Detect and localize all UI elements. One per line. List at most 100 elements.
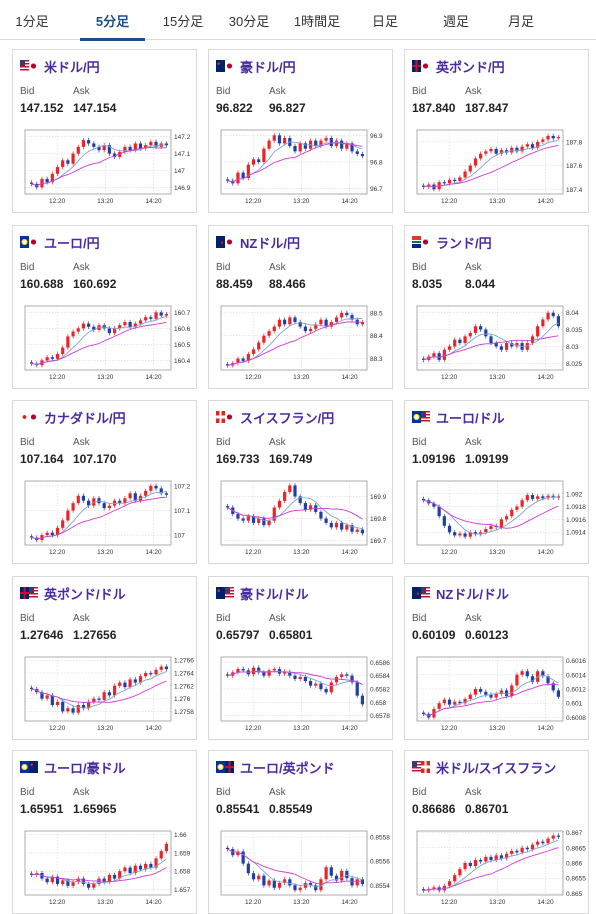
rate-card[interactable]: ユーロ/英ポンド Bid 0.85541 Ask 0.85549 0.8558 0.8556… bbox=[208, 750, 393, 914]
rate-card[interactable]: 豪ドル/ドル Bid 0.65797 Ask 0.65801 0.6586 0.6584 0.… bbox=[208, 576, 393, 740]
pair-name[interactable]: 豪ドル/円 bbox=[240, 59, 296, 75]
tab-月足[interactable]: 月足 bbox=[507, 14, 534, 29]
candle-body bbox=[314, 885, 318, 891]
candle-body bbox=[277, 882, 282, 888]
chart-svg: 96.9 96.8 96.7 12:20 13:20 14:20 bbox=[220, 129, 383, 205]
candle-body bbox=[246, 516, 250, 521]
y-tick-label: 0.6578 bbox=[370, 713, 390, 720]
candle-body bbox=[107, 505, 111, 509]
bid-label: Bid bbox=[20, 262, 35, 273]
moving-average-long bbox=[423, 144, 559, 188]
x-tick-label: 12:20 bbox=[245, 374, 262, 381]
mini-candle-chart: 169.9 169.8 169.7 12:20 13:20 14:20 bbox=[211, 477, 390, 559]
tab-30分足[interactable]: 30分足 bbox=[228, 14, 270, 29]
y-tick-label: 0.6014 bbox=[566, 672, 586, 679]
rate-card[interactable]: ユーロ/豪ドル Bid 1.65951 Ask 1.65965 1.66 1.659 1.65… bbox=[12, 750, 197, 914]
currency-flag-icon bbox=[20, 60, 38, 72]
x-tick-label: 14:20 bbox=[145, 198, 162, 205]
za-flag-icon bbox=[412, 236, 421, 248]
moving-average-long bbox=[31, 680, 167, 703]
pair-name[interactable]: ユーロ/円 bbox=[44, 235, 100, 251]
candle-body bbox=[447, 179, 452, 184]
x-tick-label: 13:20 bbox=[293, 374, 310, 381]
candle-body bbox=[251, 349, 256, 354]
card-header: 英ポンド/円 bbox=[412, 58, 505, 75]
tab-日足[interactable]: 日足 bbox=[371, 14, 398, 29]
candle-body bbox=[530, 144, 535, 148]
candle-body bbox=[87, 140, 91, 144]
bid-label: Bid bbox=[20, 86, 35, 97]
rate-card[interactable]: 米ドル/円 Bid 147.152 Ask 147.154 147.2 147.1 147 14… bbox=[12, 49, 197, 213]
candle-body bbox=[473, 689, 478, 695]
rate-card[interactable]: スイスフラン/円 Bid 169.733 Ask 169.749 169.9 169.8 16… bbox=[208, 400, 393, 564]
tab-週足[interactable]: 週足 bbox=[442, 14, 469, 29]
pair-name[interactable]: NZドル/円 bbox=[240, 235, 300, 251]
pair-name[interactable]: ランド/円 bbox=[436, 235, 492, 251]
pair-name[interactable]: NZドル/ドル bbox=[436, 586, 509, 602]
pair-name[interactable]: ユーロ/ドル bbox=[436, 410, 505, 426]
tab-5分足[interactable]: 5分足 bbox=[80, 0, 145, 41]
y-tick-label: 1.2764 bbox=[174, 671, 194, 678]
candle-body bbox=[520, 500, 524, 507]
rate-card[interactable]: ユーロ/円 Bid 160.688 Ask 160.692 160.7 160.6 160.5… bbox=[12, 225, 197, 389]
candle-body bbox=[510, 850, 514, 854]
candle-body bbox=[272, 326, 276, 332]
tab-1時間足[interactable]: 1時間足 bbox=[293, 14, 341, 29]
candle-body bbox=[334, 677, 339, 683]
pair-name[interactable]: ユーロ/豪ドル bbox=[44, 760, 126, 776]
pair-name[interactable]: スイスフラン/円 bbox=[240, 410, 335, 426]
candle-body bbox=[458, 177, 462, 181]
pair-name[interactable]: 米ドル/円 bbox=[44, 59, 100, 75]
rate-card[interactable]: ユーロ/ドル Bid 1.09196 Ask 1.09199 1.092 1.0918 1.0… bbox=[404, 400, 589, 564]
pair-name[interactable]: 英ポンド/ドル bbox=[44, 586, 126, 602]
candle-body bbox=[262, 672, 266, 676]
candle-body bbox=[61, 520, 65, 528]
y-tick-label: 0.6016 bbox=[566, 658, 586, 665]
pair-name[interactable]: ユーロ/英ポンド bbox=[240, 760, 335, 776]
x-tick-label: 12:20 bbox=[49, 899, 66, 906]
tab-15分足[interactable]: 15分足 bbox=[162, 14, 204, 29]
candle-body bbox=[504, 516, 509, 520]
x-tick-label: 14:20 bbox=[145, 725, 162, 732]
candle-body bbox=[345, 143, 349, 149]
mini-candle-chart: 0.6586 0.6584 0.6582 0.658 0.6578 12:20 13:20 1… bbox=[211, 653, 390, 735]
candle-body bbox=[453, 339, 457, 347]
candle-body bbox=[225, 179, 230, 181]
rate-card[interactable]: 英ポンド/ドル Bid 1.27646 Ask 1.27656 1.2766 1.2764 1… bbox=[12, 576, 197, 740]
pair-name[interactable]: 米ドル/スイスフラン bbox=[436, 760, 557, 776]
rate-card[interactable]: 米ドル/スイスフラン Bid 0.86686 Ask 0.86701 0.867 0.866… bbox=[404, 750, 589, 914]
candle-body bbox=[246, 164, 250, 178]
card-header: 豪ドル/ドル bbox=[216, 585, 309, 602]
candle-body bbox=[293, 675, 297, 679]
pair-name[interactable]: カナダドル/円 bbox=[44, 410, 126, 426]
x-tick-label: 14:20 bbox=[537, 549, 554, 556]
x-tick-label: 13:20 bbox=[97, 549, 114, 556]
pair-name[interactable]: 英ポンド/円 bbox=[436, 59, 505, 75]
currency-flag-icon bbox=[216, 60, 234, 72]
pair-name[interactable]: 豪ドル/ドル bbox=[240, 586, 309, 602]
candle-body bbox=[319, 319, 323, 325]
rate-card[interactable]: 英ポンド/円 Bid 187.840 Ask 187.847 187.8 187.6 187.… bbox=[404, 49, 589, 213]
candle-body bbox=[453, 875, 457, 882]
candle-body bbox=[257, 875, 261, 880]
y-tick-label: 88.5 bbox=[370, 310, 383, 317]
tab-1分足[interactable]: 1分足 bbox=[15, 14, 49, 29]
moving-average-long bbox=[31, 146, 167, 187]
candle-body bbox=[468, 694, 472, 699]
rate-card[interactable]: カナダドル/円 Bid 107.164 Ask 107.170 107.2 107.1 107… bbox=[12, 400, 197, 564]
rate-card[interactable]: NZドル/円 Bid 88.459 Ask 88.466 88.5 88.4 88.3 12:2… bbox=[208, 225, 393, 389]
candle-body bbox=[437, 703, 441, 709]
rate-card[interactable]: 豪ドル/円 Bid 96.822 Ask 96.827 96.9 96.8 96.7 12:20… bbox=[208, 49, 393, 213]
rate-card[interactable]: ランド/円 Bid 8.035 Ask 8.044 8.04 8.035 8.03 8.025 1… bbox=[404, 225, 589, 389]
moving-average-long bbox=[31, 867, 167, 882]
candle-body bbox=[303, 677, 307, 681]
candle-body bbox=[551, 683, 555, 691]
candle-body bbox=[241, 851, 245, 864]
candle-body bbox=[355, 879, 359, 886]
candle-body bbox=[350, 675, 354, 683]
y-tick-label: 96.9 bbox=[370, 133, 383, 140]
rate-card[interactable]: NZドル/ドル Bid 0.60109 Ask 0.60123 0.6016 0.6014 0… bbox=[404, 576, 589, 740]
candle-body bbox=[530, 336, 535, 344]
candle-body bbox=[355, 682, 359, 696]
candle-body bbox=[267, 520, 271, 526]
